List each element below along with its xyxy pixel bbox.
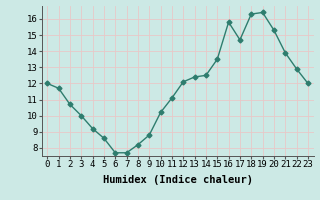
X-axis label: Humidex (Indice chaleur): Humidex (Indice chaleur) [103, 175, 252, 185]
